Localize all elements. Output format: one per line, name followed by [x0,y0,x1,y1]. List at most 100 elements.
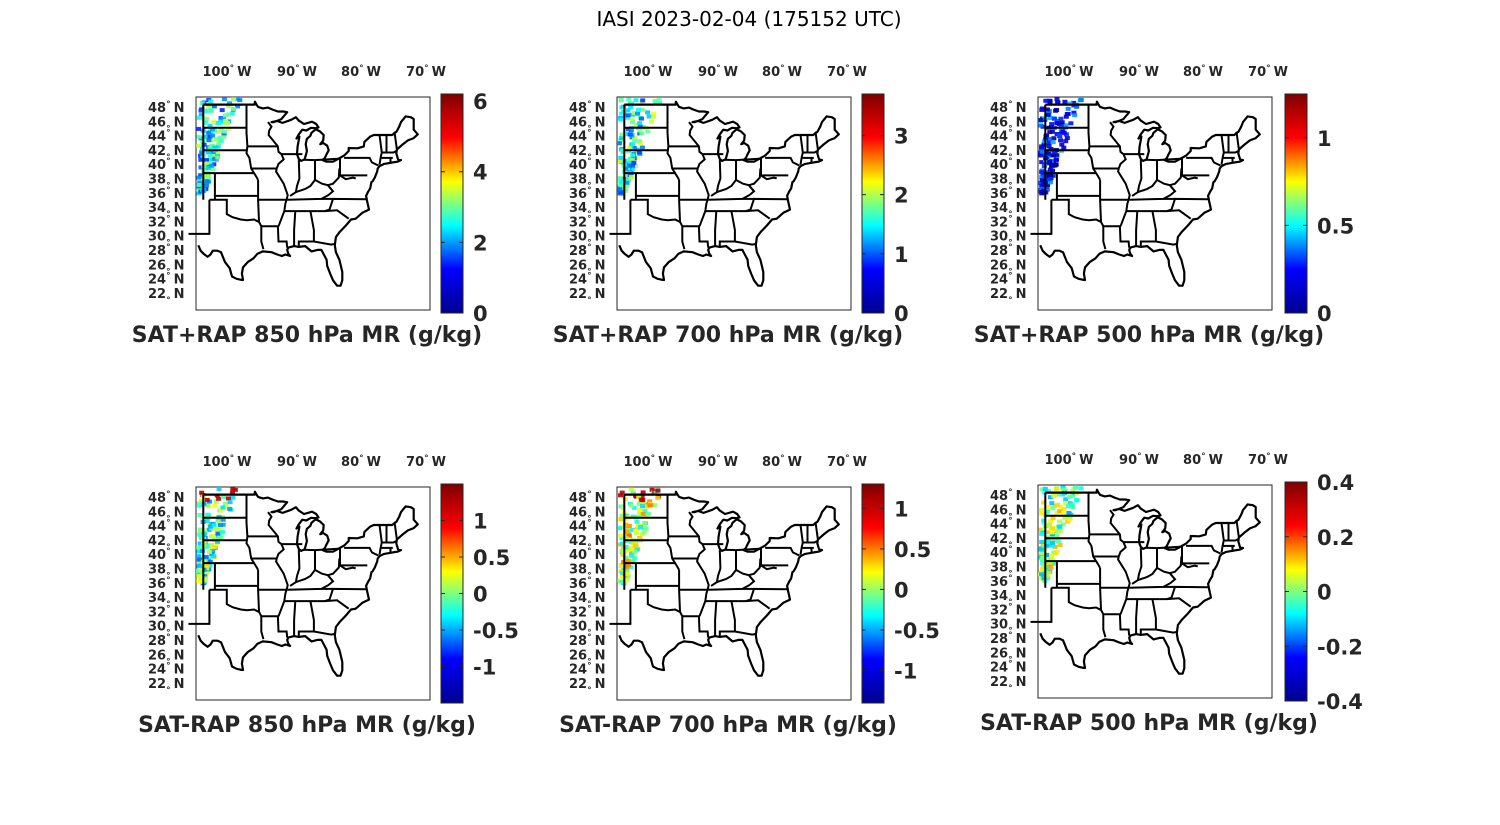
colorbar-tick-label: -0.4 [1317,690,1363,714]
lat-tick-label: 30° N [148,230,184,249]
lat-tick-label: 42° N [569,144,605,163]
lat-tick-label: 42° N [990,144,1026,163]
lat-tick-label: 34° N [990,589,1026,608]
map-area [609,487,840,677]
sat-minus-rap-850hpa-panel: 100° W 90° W 80° W 70° W 48° N46° N44° N42° N40° N38°… [138,454,519,738]
sat-plus-rap-850hpa-panel: 100° W 90° W 80° W 70° W 48° N46° N44° N42° N40° N38°… [132,64,488,348]
lat-tick-label: 42° N [990,532,1026,551]
lat-tick-label: 26° N [569,258,605,277]
state-boundaries [1030,104,1240,250]
lat-tick-label: 24° N [990,660,1026,676]
colorbar-tick-label: 0 [473,302,488,326]
colorbar-tick-label: -0.2 [1317,635,1363,659]
lat-tick-label: 46° N [569,115,605,134]
lat-tick-label: 30° N [569,230,605,249]
lat-tick-label: 36° N [569,186,605,202]
lat-tick-label: 38° N [569,563,605,582]
lon-tick-label: 80° W [1183,452,1223,468]
lat-tick-label: 34° N [148,591,184,610]
colorbar-tick-label: 1 [894,243,909,267]
lat-tick-label: 48° N [990,488,1026,504]
lon-tick-label: 100° W [1045,452,1094,468]
colorbar-tick-label: 1 [473,510,488,534]
colorbar-tick-label: 0 [1317,302,1332,326]
colorbar-tick-label: 2 [473,231,488,255]
lat-tick-label: 32° N [148,604,184,620]
state-boundaries [188,494,398,640]
satellite-swath [196,487,238,586]
sat-minus-rap-700hpa-panel: 100° W 90° W 80° W 70° W 48° N46° N44° N42° N40° N38°… [559,454,940,738]
colorbar: 6 4 2 0 [440,90,488,326]
lat-tick-label: 40° N [569,547,605,563]
map-area [188,487,419,677]
lat-tick-label: 48° N [148,100,184,116]
lat-tick-label: 44° N [569,129,605,145]
colorbar-tick-label: -1 [894,660,917,684]
map-area [1030,485,1261,675]
lon-tick-label: 80° W [341,64,381,80]
lat-tick-label: 46° N [990,503,1026,522]
lon-tick-label: 70° W [827,64,867,80]
lat-tick-label: 24° N [148,272,184,288]
lon-tick-label: 70° W [1248,64,1288,80]
lat-tick-label: 44° N [148,519,184,535]
lon-tick-label: 90° W [277,454,317,470]
colorbar-tick-label: 0.2 [1317,526,1354,550]
lat-tick-label: 40° N [569,157,605,173]
panel-title: SAT+RAP 850 hPa MR (g/kg) [132,323,482,348]
lat-tick-label: 22° N [569,677,605,696]
lat-tick-label: 26° N [148,258,184,277]
lat-tick-label: 28° N [148,633,184,649]
lon-tick-label: 70° W [827,454,867,470]
colorbar-tick-label: 2 [894,184,909,208]
lat-tick-label: 32° N [569,604,605,620]
lon-tick-label: 90° W [277,64,317,80]
lat-tick-label: 48° N [990,100,1026,116]
lat-tick-label: 34° N [569,591,605,610]
colorbar-tick-label: 0 [1317,581,1332,605]
lon-tick-label: 100° W [624,454,673,470]
lat-tick-label: 28° N [148,243,184,259]
colorbar-tick-label: 0.5 [473,546,510,570]
lat-tick-label: 44° N [990,129,1026,145]
lat-tick-label: 26° N [569,648,605,667]
lat-tick-label: 42° N [569,534,605,553]
lat-tick-label: 36° N [148,186,184,202]
lat-tick-label: 30° N [990,618,1026,637]
map-area [1030,97,1261,287]
lon-tick-label: 70° W [1248,452,1288,468]
lat-tick-label: 32° N [569,214,605,230]
lat-tick-label: 38° N [569,173,605,192]
lat-tick-label: 26° N [990,646,1026,665]
colorbar-tick-label: 0 [894,302,909,326]
coastline-border [197,100,419,287]
colorbar-tick-label: 1 [894,497,909,521]
lat-tick-label: 24° N [569,272,605,288]
colorbar: 3 2 1 0 [861,93,909,326]
lat-tick-label: 32° N [990,214,1026,230]
lon-tick-label: 80° W [1183,64,1223,80]
lat-tick-label: 22° N [990,287,1026,306]
lat-tick-label: 46° N [990,115,1026,134]
colorbar: 1 0.5 0 -0.5 -1 [440,483,519,704]
lat-tick-label: 28° N [569,633,605,649]
lat-tick-label: 30° N [990,230,1026,249]
lat-tick-label: 26° N [990,258,1026,277]
lat-tick-label: 48° N [569,490,605,506]
lat-tick-label: 30° N [569,620,605,639]
sat-minus-rap-500hpa-panel: 100° W 90° W 80° W 70° W 48° N46° N44° N42° N40° N38°… [980,452,1363,736]
lat-tick-label: 34° N [148,201,184,220]
lat-tick-label: 38° N [990,561,1026,580]
lat-tick-label: 22° N [148,287,184,306]
colorbar-tick-label: 4 [473,161,488,185]
lon-tick-label: 90° W [1119,452,1159,468]
lon-tick-label: 90° W [1119,64,1159,80]
state-boundaries [609,104,819,250]
figure-title: IASI 2023-02-04 (175152 UTC) [596,7,901,31]
lat-tick-label: 40° N [148,547,184,563]
lat-tick-label: 30° N [148,620,184,639]
colorbar-tick-label: 0.5 [1317,214,1354,238]
lon-tick-label: 80° W [762,64,802,80]
lat-tick-label: 32° N [148,214,184,230]
